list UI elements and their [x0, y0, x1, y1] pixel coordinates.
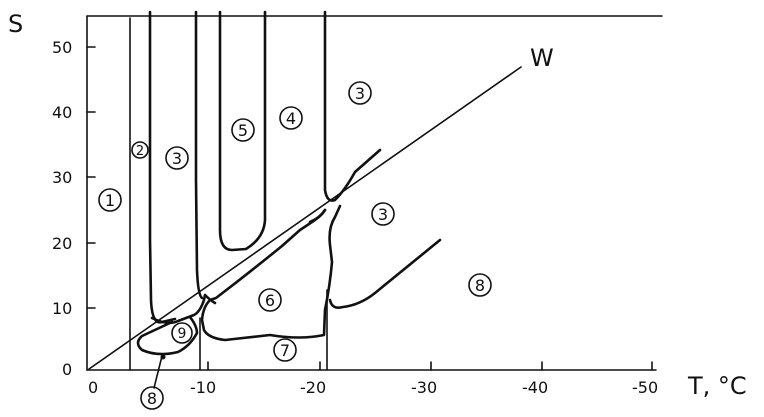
- region-number: 8: [147, 389, 157, 408]
- region-circle: [171, 322, 193, 344]
- y-tick-labels: 0 10 20 30 40 50: [52, 38, 72, 379]
- y-tick-label: 10: [52, 299, 72, 318]
- region-circle: [468, 273, 492, 297]
- region-number: 8: [475, 276, 485, 295]
- region-circle: [140, 386, 164, 410]
- y-tick-label: 30: [52, 168, 72, 187]
- region-number: 4: [286, 109, 296, 128]
- region-label-8: 8: [468, 273, 492, 297]
- region-number: 9: [178, 326, 187, 342]
- boundary-curve: [136, 315, 199, 356]
- region-number: 1: [105, 191, 115, 210]
- region-circle: [273, 338, 297, 362]
- boundary-curve: [200, 204, 342, 342]
- region-number: 2: [136, 144, 144, 159]
- region-label-1: 1: [98, 188, 122, 212]
- region-circle: [131, 141, 149, 159]
- region-label-7: 7: [273, 338, 297, 362]
- y-ticks: [86, 46, 96, 309]
- region-number: 5: [238, 121, 248, 140]
- region-circle: [371, 202, 395, 226]
- w-line-label: W: [530, 44, 554, 72]
- x-tick-label: -10: [190, 378, 216, 397]
- region-number: 3: [172, 149, 182, 168]
- region-number: 3: [378, 205, 388, 224]
- x-tick-label: -20: [300, 378, 326, 397]
- boundary-curve: [218, 10, 267, 252]
- boundary-curve: [194, 10, 204, 300]
- boundary-curve: [323, 10, 382, 202]
- x-tick-label: -50: [632, 378, 658, 397]
- region-circle: [348, 81, 372, 105]
- y-tick-label: 40: [52, 103, 72, 122]
- region-label-8: 8: [140, 354, 166, 410]
- region-label-2: 2: [131, 141, 149, 159]
- x-tick-label: -30: [411, 378, 437, 397]
- y-tick-label: 0: [62, 360, 72, 379]
- region-label-6: 6: [258, 288, 282, 312]
- w-line: [88, 66, 522, 370]
- region-circle: [98, 188, 122, 212]
- region-circle: [165, 146, 189, 170]
- region-circle: [258, 288, 282, 312]
- x-ticks: [207, 361, 653, 371]
- region-number: 3: [355, 84, 365, 103]
- region-label-5: 5: [231, 118, 255, 142]
- boundary-curve: [328, 238, 442, 309]
- region-label-3: 3: [348, 81, 372, 105]
- y-tick-label: 20: [52, 234, 72, 253]
- region-number: 6: [265, 291, 275, 310]
- leader-line: [153, 355, 163, 389]
- region-circle: [231, 118, 255, 142]
- y-tick-label: 50: [52, 38, 72, 57]
- x-axis-title: T, °C: [687, 372, 747, 400]
- region-label-9: 9: [171, 322, 193, 344]
- y-axis-title: S: [8, 10, 23, 38]
- region-circle: [279, 106, 303, 130]
- x-tick-label: 0: [88, 378, 98, 397]
- region-label-4: 4: [279, 106, 303, 130]
- region-number: 7: [280, 341, 290, 360]
- x-tick-labels: 0 -10 -20 -30 -40 -50: [88, 378, 658, 397]
- leader-dot: [160, 354, 166, 360]
- region-label-3: 3: [371, 202, 395, 226]
- x-tick-label: -40: [522, 378, 548, 397]
- region-label-3: 3: [165, 146, 189, 170]
